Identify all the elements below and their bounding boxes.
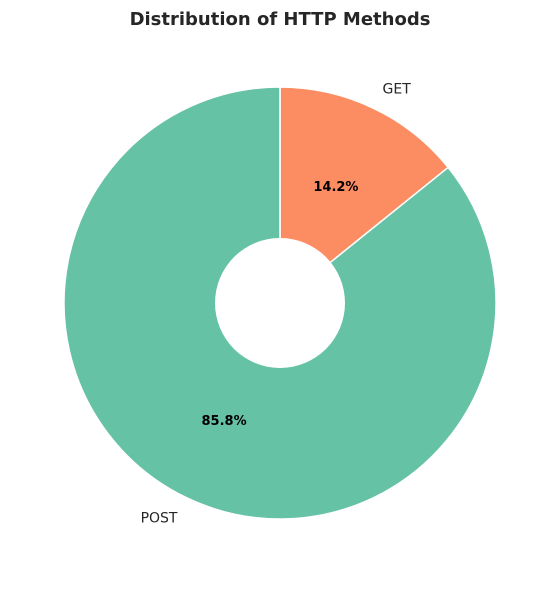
donut-hole: [215, 238, 345, 368]
pie-slice-get: [279, 86, 450, 305]
percent-label-get: 14.2%: [313, 180, 358, 195]
category-label-get: GET: [383, 82, 412, 98]
category-label-post: POST: [141, 510, 178, 526]
labels-group: GET 14.2% POST 85.8%: [141, 82, 412, 527]
chart-title: Distribution of HTTP Methods: [130, 9, 431, 30]
percent-label-post: 85.8%: [202, 414, 247, 429]
